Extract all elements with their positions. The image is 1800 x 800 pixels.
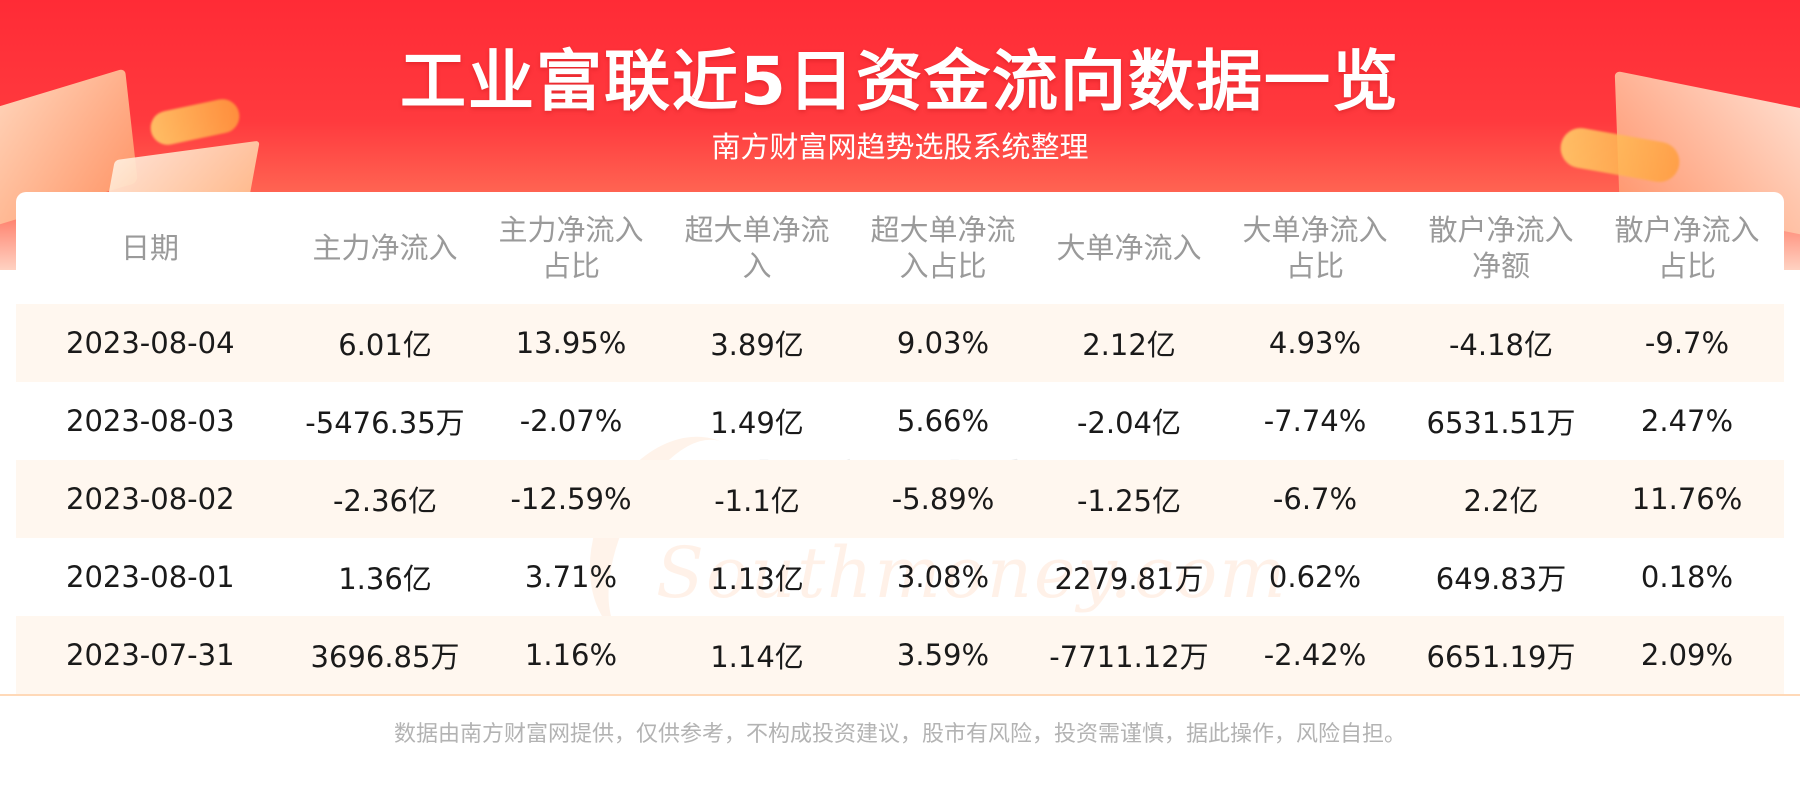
table-row: 2023-08-01 1.36亿 3.71% 1.13亿 3.08% 2279.81万 0.…	[16, 538, 1784, 616]
table-header: 日期 主力净流入 主力净流入 占比 超大单净流入超大单净流 入占比 大单净流入 大单净流入 占比…	[16, 192, 1784, 304]
table-cell: 2.09%	[1640, 638, 1734, 672]
table-cell: 3.89亿	[710, 328, 804, 362]
column-header-line: 入	[742, 249, 772, 283]
column-header: 超大单净流入	[664, 192, 850, 304]
table-cell: 2.47%	[1640, 404, 1734, 438]
table-cell: -2.42%	[1263, 638, 1367, 672]
column-header: 大单净流入	[1036, 192, 1222, 304]
column-header-line: 主力净流入	[312, 231, 458, 265]
table-cell: 3.71%	[524, 560, 618, 594]
table-cell: 13.95%	[515, 326, 627, 360]
table-cell: 1.13亿	[710, 562, 804, 596]
column-header-line: 占比	[541, 249, 600, 283]
table-cell: 3.59%	[896, 638, 990, 672]
table-cell: 2.12亿	[1082, 328, 1176, 362]
column-header: 主力净流入	[292, 192, 478, 304]
table-cell: -2.36亿	[332, 484, 438, 518]
table-cell: -2.07%	[519, 404, 623, 438]
table-cell: 6531.51万	[1426, 406, 1576, 440]
date-cell: 2023-08-02	[66, 482, 235, 516]
table-row: 2023-08-03 -5476.35万 -2.07% 1.49亿 5.66% -2.04…	[16, 382, 1784, 460]
column-header-line: 大单净流入	[1056, 231, 1202, 265]
table-row: 2023-08-04 6.01亿 13.95% 3.89亿 9.03% 2.12亿 4.93…	[16, 304, 1784, 382]
footer-disclaimer: 数据由南方财富网提供，仅供参考，不构成投资建议，股市有风险，投资需谨慎，据此操作…	[393, 722, 1406, 747]
column-header-line: 大单净流入	[1242, 213, 1388, 247]
date-cell: 2023-08-01	[66, 560, 235, 594]
table-cell: -12.59%	[510, 482, 632, 516]
column-header-line: 占比	[1285, 249, 1344, 283]
column-header-line: 散户净流入	[1428, 213, 1574, 247]
table-cell: 1.36亿	[338, 562, 432, 596]
date-cell: 2023-08-04	[66, 326, 235, 360]
column-header-line: 超大单净流	[684, 213, 830, 247]
table-cell: 1.16%	[524, 638, 618, 672]
table-cell: 0.62%	[1268, 560, 1362, 594]
date-cell: 2023-08-03	[66, 404, 235, 438]
table-row: 2023-08-02 -2.36亿 -12.59% -1.1亿 -5.89% -1.25亿…	[16, 460, 1784, 538]
table-cell: -9.7%	[1644, 326, 1730, 360]
table-cell: 1.14亿	[710, 640, 804, 674]
table-cell: 5.66%	[896, 404, 990, 438]
table-cell: -6.7%	[1272, 482, 1358, 516]
column-header-line: 超大单净流	[870, 213, 1016, 247]
table-cell: -7711.12万	[1049, 640, 1209, 674]
page-subtitle: 南方财富网趋势选股系统整理	[711, 130, 1089, 164]
table-cell: 0.18%	[1640, 560, 1734, 594]
table-cell: 6651.19万	[1426, 640, 1576, 674]
table-cell: -5476.35万	[305, 406, 465, 440]
column-header: 日期	[16, 192, 292, 304]
page-title: 工业富联近5日资金流向数据一览	[400, 43, 1400, 120]
column-header-line: 主力净流入	[498, 213, 644, 247]
table-cell: -1.1亿	[714, 484, 800, 518]
date-cell: 2023-07-31	[66, 638, 235, 672]
table-cell: 6.01亿	[338, 328, 432, 362]
table-cell: -7.74%	[1263, 404, 1367, 438]
table-cell: -4.18亿	[1448, 328, 1554, 362]
column-header-line: 散户净流入	[1614, 213, 1760, 247]
column-header: 大单净流入 占比	[1222, 192, 1408, 304]
table-cell: 3.08%	[896, 560, 990, 594]
table-row: 2023-07-31 3696.85万 1.16% 1.14亿 3.59% -7711.1…	[16, 616, 1784, 694]
table-cell: 1.49亿	[710, 406, 804, 440]
table-cell: -5.89%	[891, 482, 995, 516]
column-header: 散户净流入 净额	[1408, 192, 1594, 304]
column-header: 散户净流入 占比	[1594, 192, 1780, 304]
column-header-line: 占比	[1657, 249, 1716, 283]
table-cell: 9.03%	[896, 326, 990, 360]
column-header: 主力净流入 占比	[478, 192, 664, 304]
table-cell: 4.93%	[1268, 326, 1362, 360]
table-cell: 11.76%	[1631, 482, 1743, 516]
table-cell: -2.04亿	[1076, 406, 1182, 440]
column-header-line: 净额	[1471, 249, 1530, 283]
data-table-card: 南方财富网 Southmoney.com 日期主力净流入主力净流入占比超大单净流…	[16, 192, 1784, 702]
column-header-line: 日期	[120, 231, 179, 265]
table-cell: 649.83万	[1435, 562, 1567, 596]
footer-divider	[0, 694, 1800, 696]
column-header: 超大单净流 入占比	[850, 192, 1036, 304]
column-header-line: 入占比	[899, 249, 987, 283]
table-cell: 2.2亿	[1463, 484, 1539, 518]
table-body: 2023-08-04 6.01亿 13.95% 3.89亿 9.03% 2.12亿 4.93…	[16, 304, 1784, 694]
table-cell: 2279.81万	[1054, 562, 1204, 596]
table-cell: -1.25亿	[1076, 484, 1182, 518]
table-cell: 3696.85万	[310, 640, 460, 674]
